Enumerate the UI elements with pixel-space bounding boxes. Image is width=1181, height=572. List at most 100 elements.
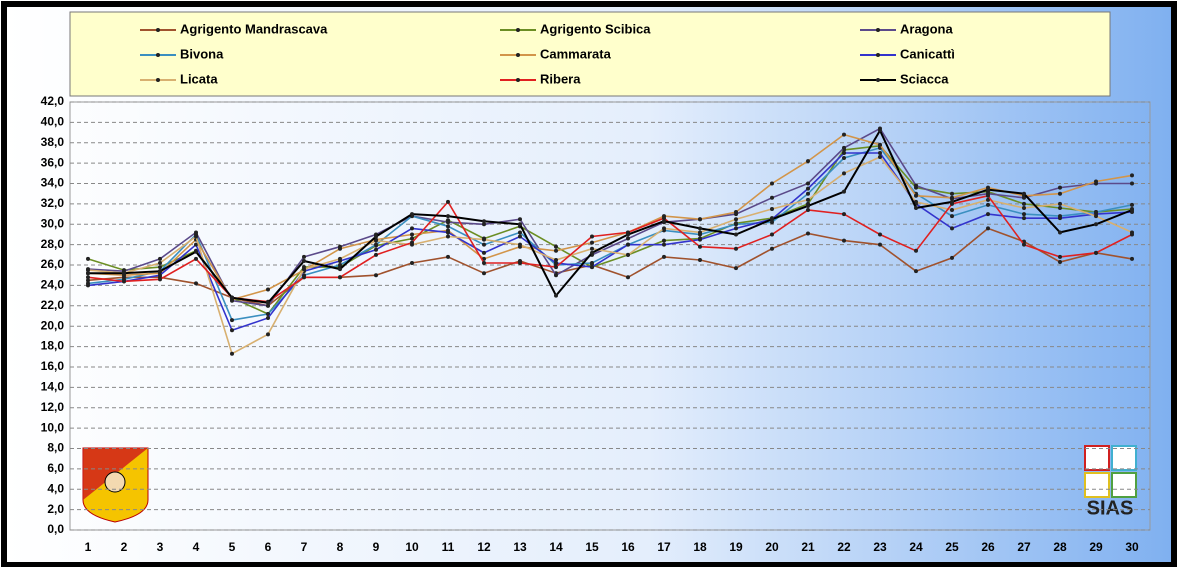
data-point (1022, 205, 1026, 210)
data-point (554, 293, 558, 298)
data-point (770, 220, 774, 225)
y-tick-label: 32,0 (41, 196, 65, 210)
data-point (698, 230, 702, 235)
x-tick-label: 17 (657, 540, 671, 554)
data-point (950, 208, 954, 213)
data-point (1130, 173, 1134, 178)
data-point (1058, 216, 1062, 221)
data-point (1130, 202, 1134, 207)
data-point (86, 268, 90, 273)
data-point (878, 150, 882, 155)
data-point (806, 191, 810, 196)
data-point (1022, 212, 1026, 217)
data-point (554, 273, 558, 278)
data-point (518, 217, 522, 222)
data-point (410, 226, 414, 231)
x-tick-label: 30 (1125, 540, 1139, 554)
data-point (1022, 191, 1026, 196)
data-point (878, 128, 882, 133)
y-tick-label: 38,0 (41, 135, 65, 149)
data-point (518, 222, 522, 227)
data-point (482, 261, 486, 266)
data-point (554, 265, 558, 270)
data-point (770, 207, 774, 211)
data-point (626, 252, 630, 257)
data-point (590, 246, 594, 251)
data-point (1058, 185, 1062, 190)
series-line (87, 144, 1133, 315)
data-point (554, 257, 558, 262)
data-point (950, 255, 954, 260)
data-point (734, 217, 738, 222)
legend-label: Agrigento Scibica (540, 21, 651, 36)
data-point (986, 226, 990, 231)
data-point (842, 189, 846, 194)
data-point (986, 202, 990, 207)
data-point (482, 222, 486, 227)
data-point (230, 295, 234, 300)
data-point (410, 240, 414, 245)
data-point (482, 237, 486, 242)
legend-label: Cammarata (540, 46, 612, 61)
sicily-emblem (82, 447, 149, 523)
series-line (88, 128, 1133, 304)
x-tick-label: 12 (477, 540, 491, 554)
data-point (806, 186, 810, 191)
data-point (734, 232, 738, 237)
data-point (878, 142, 882, 147)
data-point (554, 248, 558, 253)
data-point (914, 193, 918, 198)
data-point (1058, 205, 1062, 210)
y-tick-label: 40,0 (41, 115, 65, 129)
data-point (842, 132, 846, 137)
y-tick-label: 10,0 (41, 420, 65, 434)
data-point (374, 247, 378, 252)
data-point (158, 261, 162, 266)
data-point (842, 156, 846, 161)
data-point (554, 261, 558, 266)
data-point (338, 256, 342, 261)
data-point (482, 242, 486, 247)
data-point (122, 271, 126, 276)
data-point (1058, 259, 1062, 264)
legend-label: Canicattì (900, 46, 955, 61)
data-point (194, 234, 198, 239)
legend-label: Licata (180, 71, 218, 86)
x-tick-label: 9 (373, 540, 380, 554)
data-point (446, 254, 450, 259)
data-point (734, 246, 738, 251)
data-point (446, 214, 450, 219)
data-point (878, 242, 882, 247)
y-tick-label: 34,0 (41, 176, 65, 190)
data-point (806, 208, 810, 213)
x-tick-label: 19 (729, 540, 743, 554)
x-tick-label: 24 (909, 540, 923, 554)
data-point (950, 191, 954, 196)
y-tick-label: 20,0 (41, 318, 65, 332)
data-point (770, 217, 774, 222)
x-tick-label: 20 (765, 540, 779, 554)
data-point (986, 197, 990, 202)
data-point (158, 256, 162, 261)
y-tick-label: 14,0 (41, 380, 65, 394)
data-point (878, 232, 882, 237)
data-point (518, 234, 522, 239)
data-point (986, 193, 990, 198)
data-point (626, 275, 630, 280)
data-point (446, 224, 450, 229)
x-tick-label: 1 (85, 540, 92, 554)
data-point (86, 256, 90, 261)
data-point (842, 238, 846, 243)
data-point (410, 232, 414, 237)
data-point (662, 216, 666, 221)
data-point (1130, 208, 1134, 213)
data-point (374, 273, 378, 278)
data-point (842, 212, 846, 217)
x-tick-label: 10 (405, 540, 419, 554)
data-point (1058, 230, 1062, 235)
logo-text: SIAS (1087, 497, 1134, 519)
data-point (158, 273, 162, 278)
data-point (662, 226, 666, 231)
data-point (662, 242, 666, 247)
